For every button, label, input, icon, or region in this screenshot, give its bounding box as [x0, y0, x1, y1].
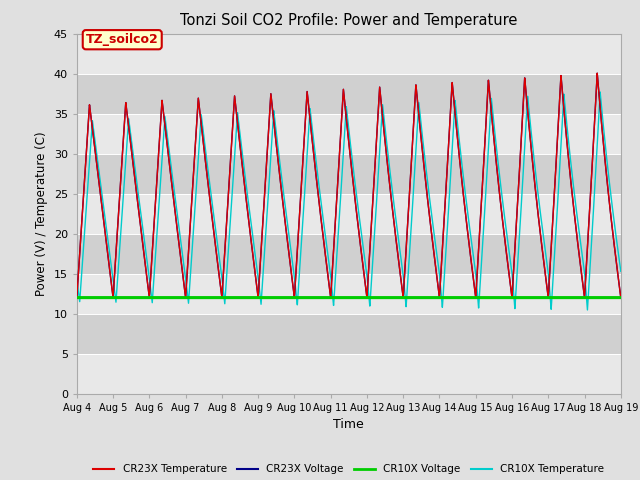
- Bar: [77, 154, 621, 193]
- Title: Tonzi Soil CO2 Profile: Power and Temperature: Tonzi Soil CO2 Profile: Power and Temper…: [180, 13, 518, 28]
- Bar: [77, 313, 621, 354]
- Bar: [77, 34, 621, 73]
- Legend: CR23X Temperature, CR23X Voltage, CR10X Voltage, CR10X Temperature: CR23X Temperature, CR23X Voltage, CR10X …: [90, 460, 608, 479]
- Bar: [77, 114, 621, 154]
- Bar: [77, 234, 621, 274]
- Y-axis label: Power (V) / Temperature (C): Power (V) / Temperature (C): [35, 132, 48, 296]
- Text: TZ_soilco2: TZ_soilco2: [86, 33, 159, 46]
- Bar: [77, 193, 621, 234]
- Bar: [77, 274, 621, 313]
- Bar: [77, 73, 621, 114]
- X-axis label: Time: Time: [333, 418, 364, 431]
- Bar: [77, 354, 621, 394]
